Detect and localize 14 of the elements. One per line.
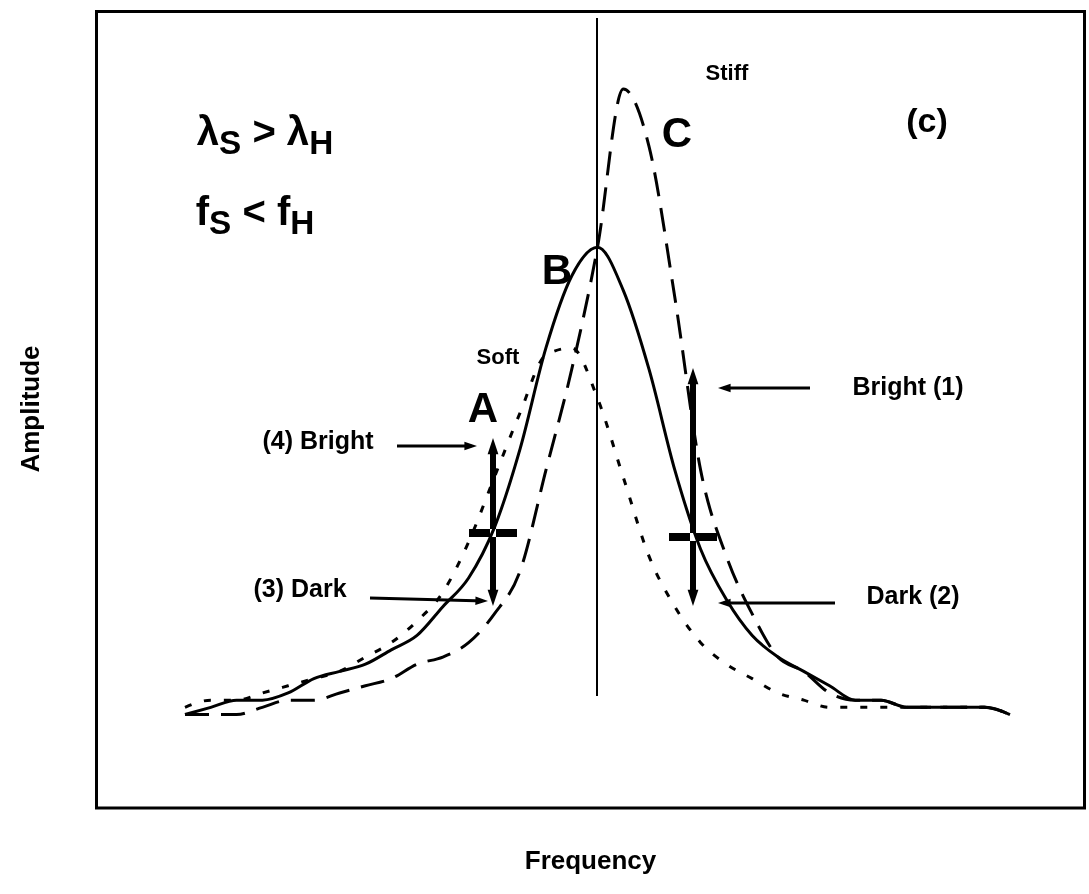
annotation: A xyxy=(467,384,499,431)
y-axis-title: Amplitude xyxy=(14,345,46,473)
annotation: Bright (1) xyxy=(852,371,964,400)
annotation: C xyxy=(661,109,693,156)
annotation: Dark (2) xyxy=(866,580,960,609)
annotation: B xyxy=(541,246,573,293)
annotation: (4) Bright xyxy=(262,425,374,454)
annotation: (c) xyxy=(906,101,948,139)
annotation: (3) Dark xyxy=(253,573,347,602)
x-axis-title: Frequency xyxy=(524,844,657,876)
annotation: f$_{S}$ < f$_{H}$ xyxy=(195,188,315,241)
text: Stiff xyxy=(705,60,749,85)
annotation: λ$_{S}$ > λ$_{H}$ xyxy=(196,108,334,161)
annotation: Soft xyxy=(476,344,520,369)
